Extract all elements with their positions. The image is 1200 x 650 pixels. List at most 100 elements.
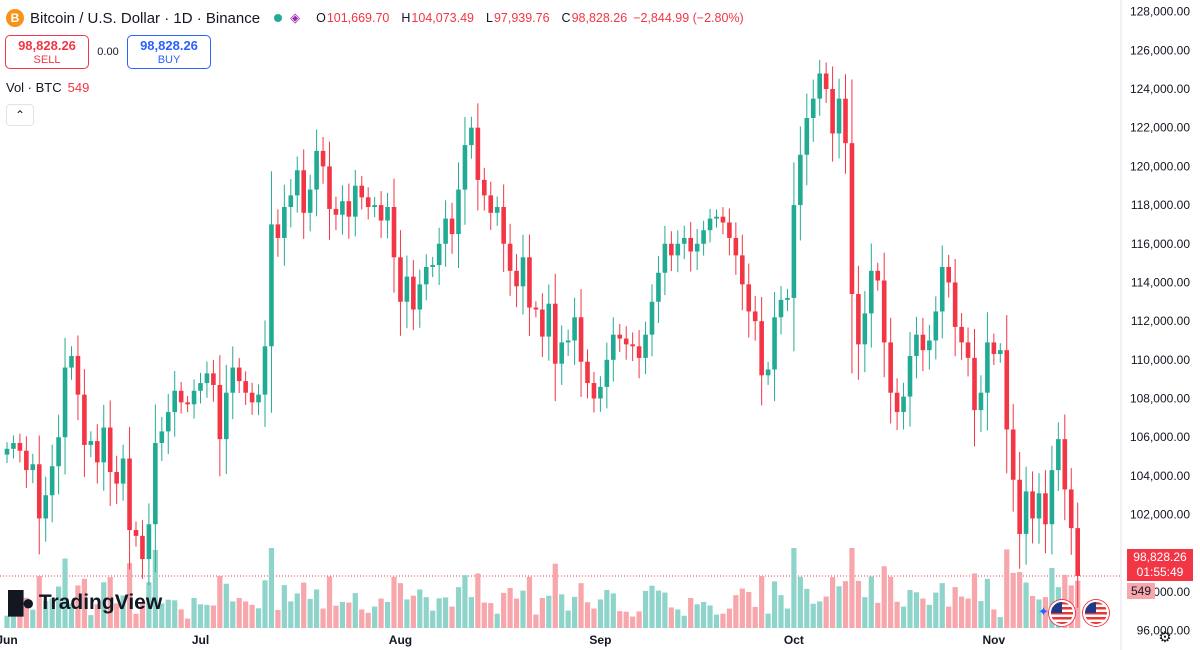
volume-bar [791,548,797,628]
volume-bar [842,581,849,628]
candle-body [740,255,745,285]
volume-bar [346,602,352,628]
ohlc-high: H 104,073.49 [401,11,474,25]
close-value: 98,828.26 [571,11,628,25]
candle-body [733,237,739,256]
candle-body [24,450,29,471]
volume-bar [120,595,126,628]
tradingview-mark-icon: █● [8,590,35,615]
candle-body [49,466,55,496]
volume-bar [559,594,565,628]
y-tick-label: 128,000.00 [1130,5,1190,19]
volume-bar [126,563,133,628]
candle-body [307,189,313,213]
volume-bar [159,603,165,628]
gear-icon[interactable]: ⚙ [1158,629,1172,646]
volume-bar [30,609,36,628]
candle-body [159,431,165,444]
sell-button[interactable]: 98,828.26 SELL [5,35,89,69]
bitcoin-icon[interactable]: B [6,9,24,27]
y-tick-label: 126,000.00 [1130,43,1190,57]
collapse-legend-button[interactable]: ⌃ [6,104,34,126]
candle-body [482,179,487,196]
candle-body [43,495,48,519]
volume-bar [584,602,591,628]
candle-body [501,206,506,244]
x-tick-label: Jul [192,633,209,647]
symbol-title[interactable]: Bitcoin / U.S. Dollar · 1D · Binance [30,9,261,27]
candle-body [914,334,919,356]
x-tick-label: Sep [589,633,611,647]
candle-body [385,206,390,221]
volume-bar [771,581,778,628]
volume-bar [75,585,81,628]
volume-bar [17,604,23,628]
candle-body [746,284,752,312]
volume-bar [36,576,42,628]
volume-bar [223,583,229,628]
volume-bar [997,617,1003,628]
candle-body [888,342,893,393]
volume-bar [855,580,861,628]
candle-body [127,458,132,531]
candle-body [107,427,113,473]
volume-bar [107,577,113,628]
volume-bar [62,558,68,628]
event-marker-icon[interactable]: ✦ [1038,604,1049,619]
volume-bar [565,610,571,628]
candle-body [591,383,597,399]
candle-body [1049,470,1055,525]
x-tick-label: Aug [389,633,412,647]
candle-body [475,127,481,180]
tradingview-logo-text: TradingView [38,591,163,614]
candle-body [978,392,984,411]
volume-legend[interactable]: Vol · BTC 549 [6,80,89,95]
us-flag-icon[interactable] [1083,600,1109,626]
last-volume-tag: 549 [1127,583,1155,599]
us-flag-icon[interactable] [1049,600,1075,626]
volume-bar [1049,568,1055,628]
candle-body [927,340,932,351]
volume-bar [778,595,784,628]
candle-body [694,243,700,252]
volume-bar [1042,597,1049,628]
candle-body [30,464,36,471]
volume-bar [804,588,810,628]
volume-bar [133,613,139,628]
bar-countdown: 01:55:49 [1136,565,1184,579]
volume-bar [849,548,855,628]
candle-body [133,530,139,536]
candle-body [920,334,926,351]
volume-bar [539,598,545,628]
candle-body [1036,493,1042,519]
candle-body [120,458,126,484]
candle-body [391,206,397,258]
candle-body [688,237,693,252]
volume-bar [662,592,668,628]
ohlc-low: L 97,939.76 [486,11,550,25]
volume-bar [294,593,300,628]
candle-body [82,394,87,445]
volume-bar [281,585,287,628]
indicator-share-icon[interactable]: ◈ [290,10,301,25]
candle-body [901,396,906,413]
y-tick-label: 118,000.00 [1131,198,1190,212]
candle-body [204,373,210,384]
tradingview-logo[interactable]: █● TradingView [8,590,162,616]
volume-bar [978,601,984,628]
candle-body [95,441,100,463]
candle-body [62,367,68,438]
candle-body [669,243,674,256]
candle-body [752,311,758,322]
candle-body [778,299,784,318]
volume-bar [320,608,326,628]
volume-bar [243,601,249,628]
candle-body [617,334,623,339]
volume-bar [888,576,894,628]
candle-body [1062,439,1068,490]
candle-body [153,443,158,525]
candle-body [656,272,661,302]
buy-button[interactable]: 98,828.26 BUY [127,35,211,69]
candle-body [507,243,513,271]
